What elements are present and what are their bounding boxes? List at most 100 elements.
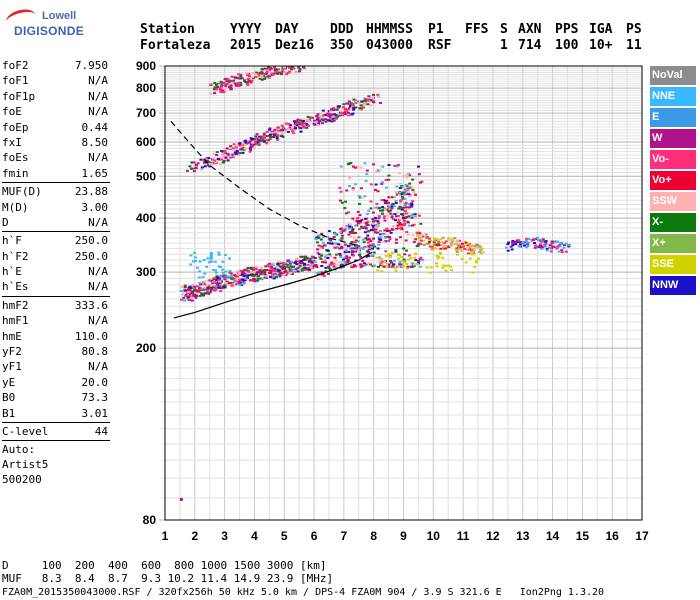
header-value: Fortaleza <box>140 38 211 53</box>
echo-point <box>439 238 443 241</box>
echo-point <box>387 253 391 256</box>
echo-point <box>353 166 357 169</box>
echo-point <box>479 252 483 255</box>
logo-brand: Lowell <box>42 10 77 22</box>
echo-point <box>304 268 308 271</box>
echo-point <box>205 159 209 162</box>
echo-point <box>313 261 317 264</box>
echo-point <box>471 250 475 253</box>
echo-point <box>425 242 429 245</box>
echo-point <box>395 165 399 168</box>
echo-point <box>250 139 254 142</box>
echo-point <box>212 286 216 289</box>
echo-point <box>402 219 406 222</box>
echo-point <box>287 66 291 69</box>
echo-point <box>391 225 395 228</box>
echo-point <box>253 268 257 271</box>
echo-point <box>324 120 328 123</box>
echo-point <box>395 185 399 188</box>
echo-point <box>280 124 284 127</box>
echo-point <box>351 265 355 268</box>
echo-point <box>343 251 347 254</box>
echo-point <box>322 274 326 277</box>
echo-point <box>205 291 209 294</box>
x-tick-label: 15 <box>576 529 590 543</box>
echo-point <box>435 238 439 241</box>
echo-point <box>341 263 345 266</box>
echo-point <box>343 261 347 264</box>
echo-point <box>362 103 366 106</box>
echo-point <box>385 217 389 220</box>
echo-point <box>218 282 222 285</box>
echo-point <box>252 266 256 269</box>
echo-point <box>239 75 243 78</box>
echo-point <box>447 237 451 240</box>
echo-point <box>367 95 371 98</box>
echo-point <box>219 85 223 88</box>
echo-point <box>326 242 330 245</box>
echo-point <box>305 126 309 129</box>
echo-point <box>338 228 342 231</box>
echo-point <box>242 275 246 278</box>
echo-point <box>338 247 342 250</box>
echo-point <box>338 254 342 257</box>
param-row: M(D) 3.00 <box>2 200 110 215</box>
echo-point <box>213 82 217 85</box>
echo-point <box>369 200 373 203</box>
echo-point <box>309 266 313 269</box>
echo-point <box>419 243 423 246</box>
echo-point <box>302 258 306 261</box>
echo-point <box>244 274 248 277</box>
echo-point <box>224 87 228 90</box>
echo-point <box>276 129 280 132</box>
echo-point <box>229 145 233 148</box>
echo-point <box>367 242 371 245</box>
echo-point <box>352 232 356 235</box>
echo-point <box>373 231 377 234</box>
y-tick-label: 900 <box>136 59 156 73</box>
echo-point <box>451 243 455 246</box>
echo-point <box>419 222 423 225</box>
echo-point <box>397 207 401 210</box>
echo-point <box>441 266 445 269</box>
echo-point <box>351 112 355 115</box>
echo-point <box>238 281 242 284</box>
echo-point <box>234 146 238 149</box>
echo-point <box>417 242 421 245</box>
echo-point <box>357 101 361 104</box>
echo-point <box>319 247 323 250</box>
echo-point <box>291 270 295 273</box>
echo-point <box>329 110 333 113</box>
echo-point <box>179 289 183 292</box>
echo-point <box>563 244 567 247</box>
echo-point <box>405 208 409 211</box>
echo-point <box>321 241 325 244</box>
echo-point <box>334 114 338 117</box>
echo-point <box>506 243 510 246</box>
echo-point <box>259 272 263 275</box>
echo-point <box>245 82 249 85</box>
echo-point <box>323 255 327 258</box>
echo-point <box>389 231 393 234</box>
echo-point <box>351 165 355 168</box>
param-row: foF1p N/A <box>2 89 110 104</box>
echo-point <box>266 264 270 267</box>
echo-point <box>320 122 324 125</box>
echo-point <box>258 77 262 80</box>
echo-point <box>331 262 335 265</box>
echo-point <box>332 108 336 111</box>
echo-point <box>210 288 214 291</box>
echo-point <box>471 271 475 274</box>
echo-point <box>200 287 204 290</box>
header-value: 2015 <box>230 38 262 53</box>
echo-point <box>511 240 515 243</box>
echo-point <box>308 257 312 260</box>
echo-point <box>399 201 403 204</box>
param-value: N/A <box>88 360 108 374</box>
echo-point <box>371 223 375 226</box>
echo-point <box>406 233 410 236</box>
echo-point <box>335 108 339 111</box>
echo-point <box>193 287 197 290</box>
echo-point <box>340 107 344 110</box>
echo-point <box>387 196 391 199</box>
